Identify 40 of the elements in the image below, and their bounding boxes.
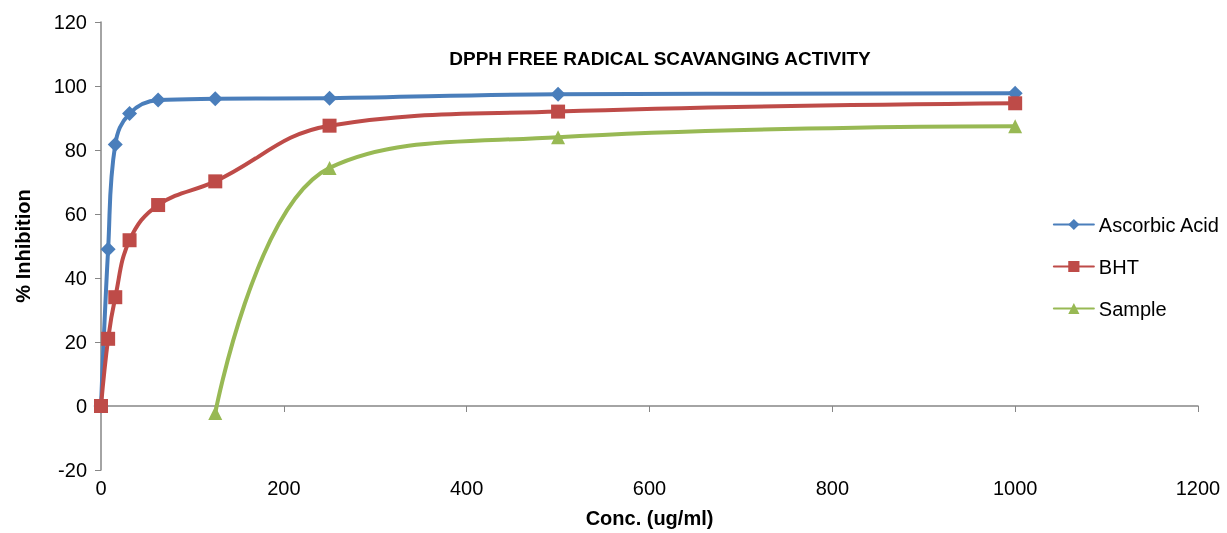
point bbox=[1008, 96, 1023, 111]
point bbox=[207, 91, 223, 107]
point bbox=[122, 106, 138, 122]
y-tick-label: 20 bbox=[64, 331, 87, 353]
point bbox=[100, 241, 116, 257]
point bbox=[208, 174, 223, 189]
legend-label: Ascorbic Acid bbox=[1098, 213, 1219, 236]
x-tick-label: 600 bbox=[632, 477, 667, 499]
x-tick-label: 200 bbox=[267, 477, 301, 499]
x-tick-label: 1000 bbox=[992, 477, 1038, 499]
y-tick-label: 80 bbox=[64, 139, 87, 161]
point bbox=[107, 137, 123, 153]
y-axis-title: % Inhibition bbox=[12, 189, 34, 303]
x-tick-label: 800 bbox=[815, 477, 850, 499]
point bbox=[551, 130, 566, 145]
point bbox=[550, 86, 566, 102]
legend-label: Sample bbox=[1098, 297, 1167, 320]
y-tick-label: 0 bbox=[75, 395, 87, 417]
point bbox=[208, 406, 223, 421]
y-tick-label: 40 bbox=[64, 267, 87, 289]
y-tick-label: -20 bbox=[58, 459, 87, 481]
x-axis-title: Conc. (ug/ml) bbox=[585, 507, 714, 529]
point bbox=[122, 233, 137, 248]
point bbox=[551, 104, 566, 119]
y-tick-label: 60 bbox=[64, 203, 87, 225]
y-tick-label: 120 bbox=[53, 11, 87, 33]
point bbox=[101, 331, 116, 346]
text: DPPH FREE RADICAL SCAVANGING ACTIVITY bbox=[449, 48, 872, 69]
point bbox=[322, 90, 338, 106]
x-tick-label: 0 bbox=[95, 477, 107, 499]
point bbox=[151, 198, 166, 213]
point bbox=[150, 92, 166, 108]
x-tick-label: 400 bbox=[449, 477, 484, 499]
point bbox=[322, 160, 337, 175]
point bbox=[322, 118, 337, 133]
legend-label: BHT bbox=[1098, 255, 1139, 278]
x-tick-label: 1200 bbox=[1175, 477, 1221, 499]
point bbox=[1008, 119, 1023, 134]
y-tick-label: 100 bbox=[53, 75, 87, 97]
point bbox=[108, 290, 123, 305]
